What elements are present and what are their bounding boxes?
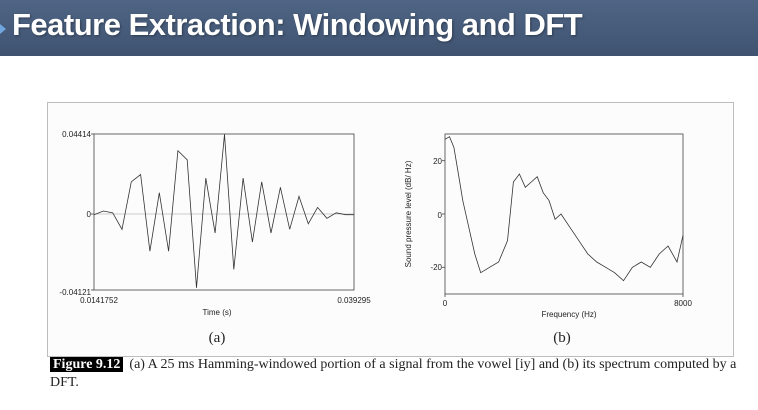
figure-box — [47, 102, 734, 357]
figure-caption: Figure 9.12 (a) A 25 ms Hamming-windowed … — [50, 356, 740, 392]
figure-label: Figure 9.12 — [50, 357, 124, 372]
y-tick-label-top: 0.04414 — [62, 130, 91, 139]
x-tick-label-8000: 8000 — [674, 299, 692, 308]
y-tick-label-bottom: -0.04121 — [59, 288, 91, 297]
panel-b-label: (b) — [553, 330, 571, 346]
y-tick-label-zero: 0 — [87, 210, 92, 219]
y-tick-label-0: 0 — [438, 211, 443, 220]
y-axis-label: Sound pressure level (dB/ Hz) — [404, 160, 413, 267]
x-tick-label-0: 0 — [443, 299, 448, 308]
x-axis-label: Frequency (Hz) — [541, 310, 596, 319]
plot-b-frame — [444, 133, 684, 295]
x-tick-label-right: 0.039295 — [337, 296, 371, 305]
x-tick-label-left: 0.0141752 — [80, 296, 118, 305]
waveform-plot: 0.04414 0 -0.04121 0.0141752 0.039295 Ti… — [59, 130, 371, 346]
spectrum-series-line-0 — [444, 136, 684, 282]
y-tick-label-20: 20 — [433, 157, 442, 166]
slide-title: Feature Extraction: Windowing and DFT — [12, 7, 583, 42]
waveform-series-line-0 — [93, 134, 355, 288]
bullet-arrow-icon — [0, 24, 6, 34]
y-tick-label-minus20: -20 — [430, 263, 442, 272]
slide-title-bar: Feature Extraction: Windowing and DFT — [0, 0, 758, 56]
panel-a-label: (a) — [209, 330, 226, 346]
x-axis-label: Time (s) — [202, 308, 231, 317]
spectrum-plot: 20 0 -20 0 8000 Frequency (Hz) Sound pre… — [404, 133, 692, 346]
caption-text: (a) A 25 ms Hamming-windowed portion of … — [50, 357, 737, 390]
plot-a-frame — [93, 133, 355, 291]
